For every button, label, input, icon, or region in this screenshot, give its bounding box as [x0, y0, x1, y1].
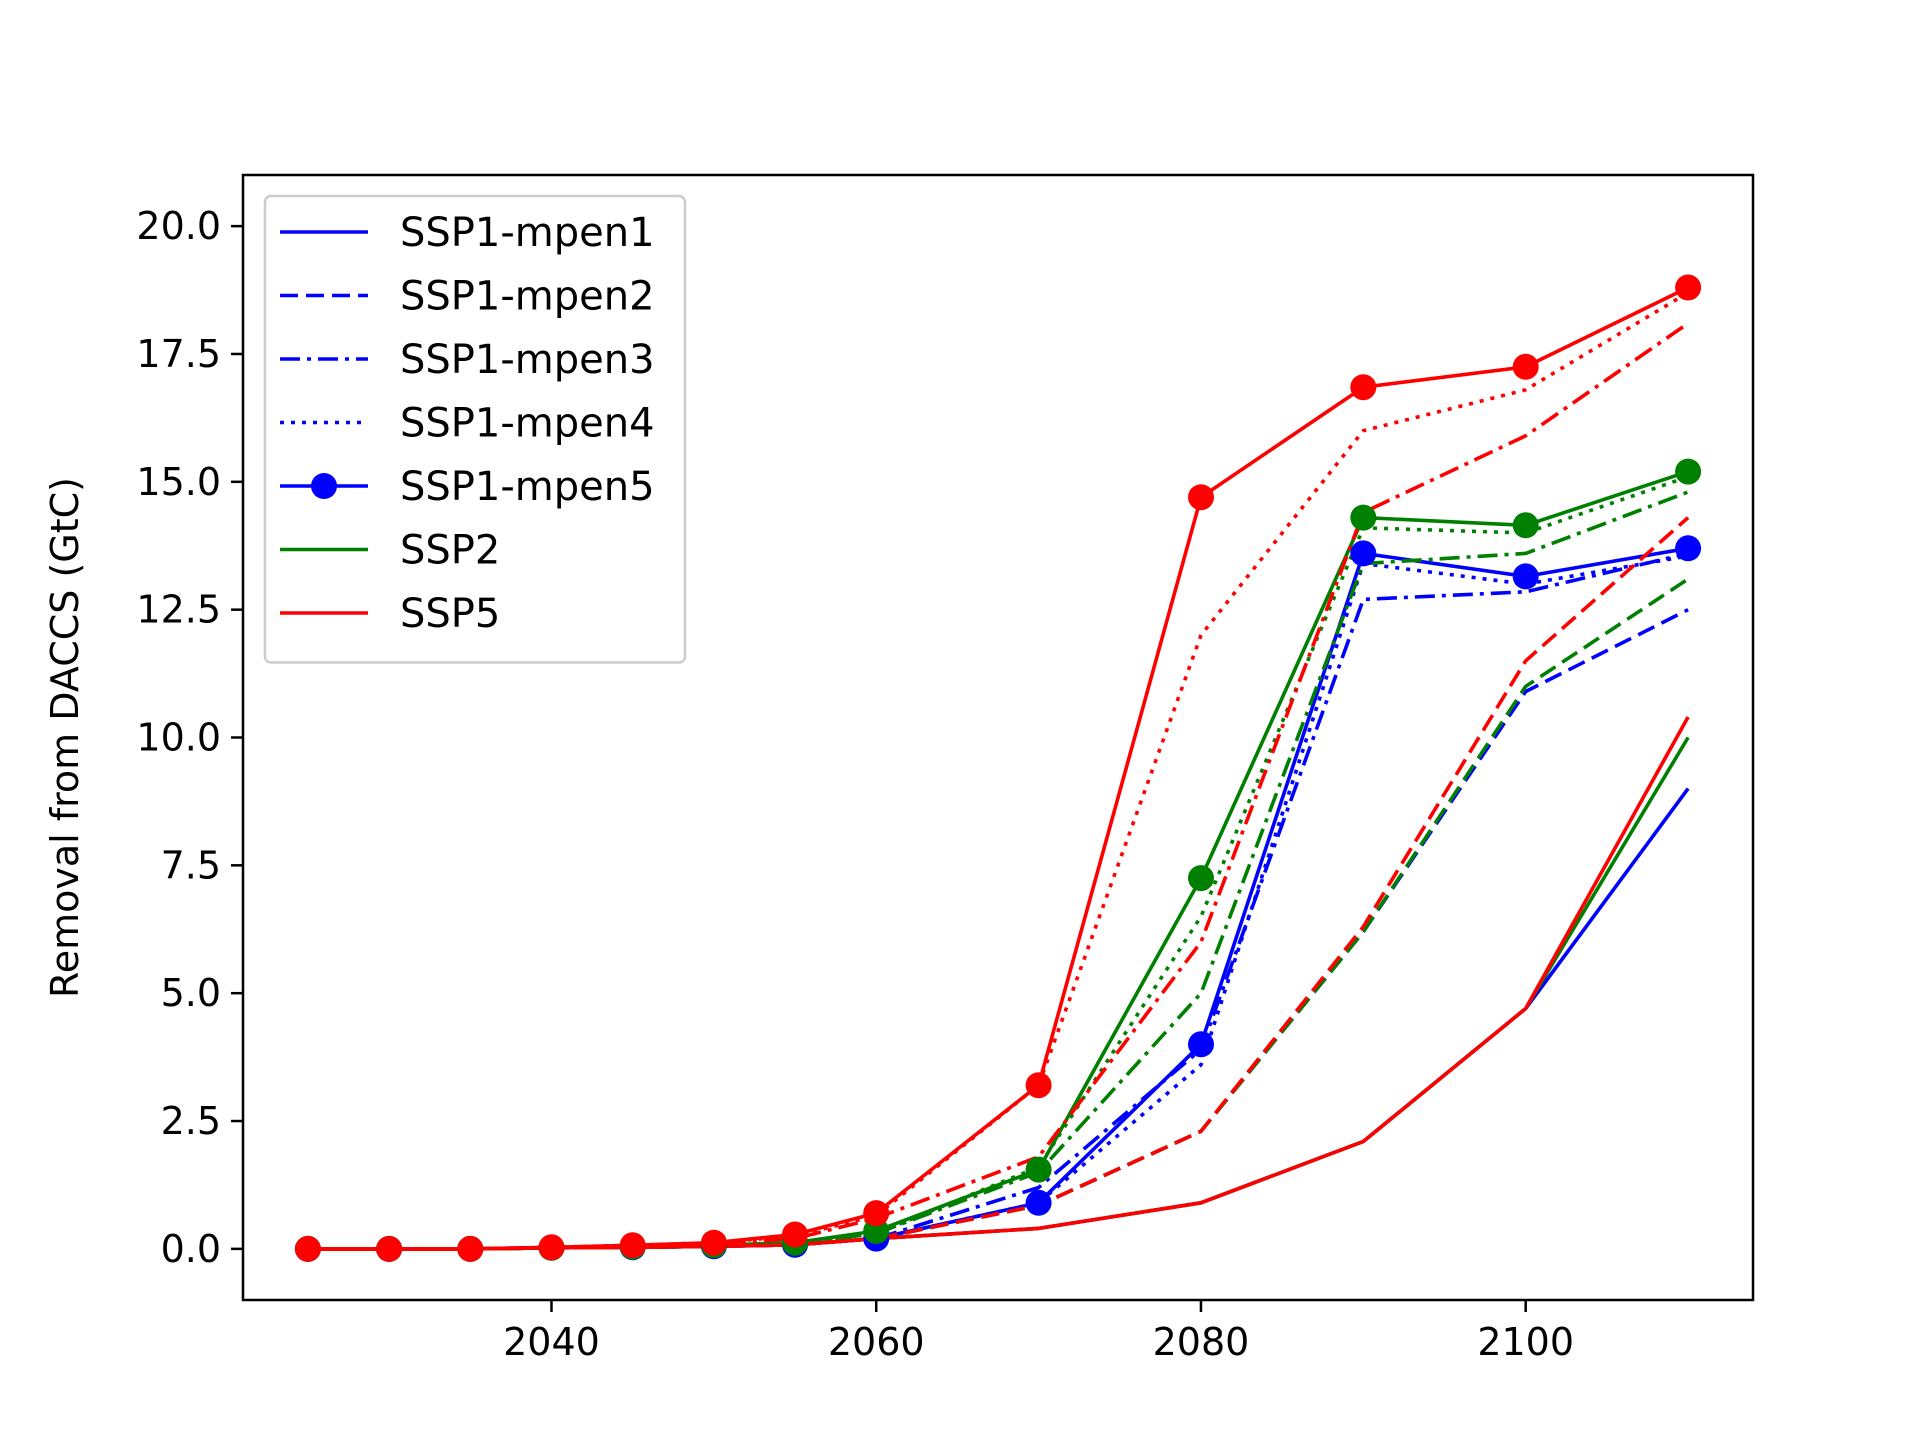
x-tick-label: 2040 [503, 1320, 600, 1364]
x-tick-label: 2080 [1153, 1320, 1250, 1364]
legend-label: SSP1-mpen1 [400, 210, 655, 256]
data-point-ssp5-mpen5 [457, 1235, 484, 1262]
data-point-ssp2-mpen5 [1188, 865, 1214, 892]
y-tick-label: 7.5 [161, 843, 221, 887]
data-point-ssp5-mpen5 [782, 1221, 808, 1248]
data-point-ssp5-mpen5 [1350, 374, 1377, 401]
y-tick-label: 20.0 [136, 204, 221, 248]
legend-box [263, 194, 687, 664]
legend-label: SSP1-mpen4 [400, 401, 655, 447]
x-axis: 2040 2060 2080 2100 [503, 1300, 1574, 1364]
data-point-ssp5-mpen5 [1675, 274, 1702, 301]
data-point-ssp5-mpen5 [1025, 1072, 1052, 1099]
data-point-ssp2-mpen5 [1350, 504, 1377, 531]
data-point-ssp5-mpen5 [1188, 484, 1214, 511]
legend-label: SSP1-mpen2 [400, 274, 655, 320]
data-point-ssp5-mpen5 [700, 1229, 727, 1256]
y-tick-label: 5.0 [161, 971, 221, 1015]
data-point-ssp2-mpen5 [1512, 512, 1539, 539]
y-tick-label: 17.5 [136, 332, 221, 376]
data-point-ssp5-mpen5 [294, 1235, 321, 1262]
x-tick-label: 2060 [828, 1320, 925, 1364]
y-tick-label: 10.0 [136, 716, 221, 760]
data-point-ssp5-mpen5 [376, 1235, 403, 1262]
data-point-ssp5-mpen5 [619, 1232, 646, 1259]
data-point-ssp2-mpen5 [1675, 458, 1702, 485]
data-point-ssp1-mpen5 [1025, 1189, 1052, 1216]
legend: SSP1-mpen1 SSP1-mpen2 SSP1-mpen3 SSP1-mpen4… [263, 194, 687, 664]
data-point-ssp5-mpen5 [1512, 353, 1539, 380]
legend-label: SSP5 [400, 591, 500, 637]
legend-label: SSP2 [400, 528, 500, 574]
y-tick-label: 12.5 [136, 588, 221, 632]
legend-label: SSP1-mpen5 [400, 464, 655, 510]
x-tick-label: 2100 [1477, 1320, 1574, 1364]
data-point-ssp5-mpen5 [538, 1234, 565, 1261]
legend-label: SSP1-mpen3 [400, 337, 655, 383]
legend-marker [311, 473, 337, 499]
data-point-ssp1-mpen5 [1675, 535, 1702, 562]
y-axis-label: Removal from DACCS (GtC) [43, 477, 87, 998]
y-tick-label: 0.0 [161, 1227, 221, 1271]
y-tick-label: 2.5 [161, 1099, 221, 1143]
data-point-ssp5-mpen5 [863, 1200, 890, 1227]
y-axis: 0.0 2.5 5.0 7.5 10.0 12.5 15.0 17.5 20.0 [136, 204, 243, 1271]
data-point-ssp2-mpen5 [1025, 1156, 1052, 1183]
y-tick-label: 15.0 [136, 460, 221, 504]
data-point-ssp1-mpen5 [1350, 540, 1377, 567]
data-point-ssp1-mpen5 [1188, 1031, 1214, 1058]
data-point-ssp1-mpen5 [1512, 563, 1539, 590]
data-point-ssp2-mpen5 [863, 1218, 890, 1244]
marker-layer [294, 274, 1702, 1262]
